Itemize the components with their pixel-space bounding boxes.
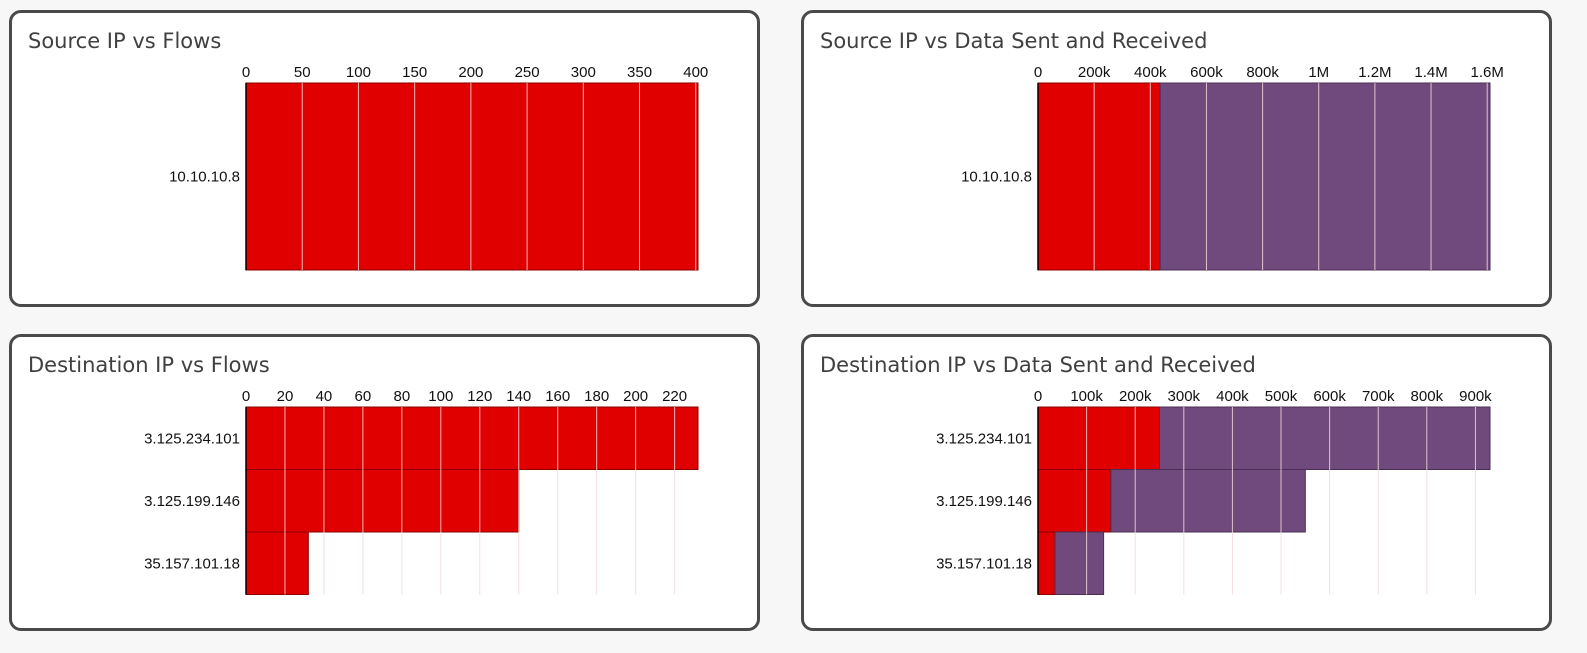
x-tick-label: 800k (1246, 64, 1279, 81)
x-tick-label: 400k (1134, 64, 1167, 81)
bar-sent-0 (245, 406, 699, 470)
x-tick-label: 40 (316, 388, 333, 405)
x-tick-label: 300 (571, 64, 596, 81)
bar-received-0 (1159, 406, 1491, 470)
category-label: 3.125.234.101 (936, 430, 1032, 447)
panel-destination-ip-flows: Destination IP vs Flows 3.125.234.101 3.1… (9, 334, 760, 631)
panel-title: Destination IP vs Data Sent and Received (820, 353, 1256, 377)
x-tick-label: 20 (277, 388, 294, 405)
x-tick-label: 400 (683, 64, 708, 81)
category-label: 10.10.10.8 (169, 169, 240, 186)
panel-title: Destination IP vs Flows (28, 353, 270, 377)
bar-sent-2 (245, 531, 309, 595)
category-label: 35.157.101.18 (936, 555, 1032, 572)
x-tick-label: 200k (1078, 64, 1111, 81)
bar-sent-0 (1037, 82, 1161, 271)
x-tick-label: 600k (1190, 64, 1223, 81)
x-tick-label: 140 (506, 388, 531, 405)
x-tick-label: 250 (515, 64, 540, 81)
panel-destination-ip-data: Destination IP vs Data Sent and Received… (801, 334, 1552, 631)
x-tick-label: 80 (394, 388, 411, 405)
chart-source-ip-data: 10.10.10.8 0 200k 400k 600k 800k 1M 1.2M 1.4M 1.6… (961, 64, 1504, 271)
bar-sent-2 (1037, 531, 1056, 595)
chart-source-ip-flows: 10.10.10.8 0 50 100 150 200 250 300 350 400 (169, 64, 708, 271)
x-tick-label: 1.4M (1414, 64, 1447, 81)
bar-sent-1 (1037, 469, 1112, 533)
x-tick-label: 0 (1034, 388, 1042, 405)
x-tick-label: 50 (294, 64, 311, 81)
x-tick-label: 200 (458, 64, 483, 81)
panel-source-ip-data: Source IP vs Data Sent and Received 10.1… (801, 10, 1552, 307)
x-tick-label: 350 (627, 64, 652, 81)
x-tick-label: 1.6M (1471, 64, 1504, 81)
x-tick-label: 150 (402, 64, 427, 81)
x-tick-label: 60 (355, 388, 372, 405)
panel-title: Source IP vs Data Sent and Received (820, 29, 1208, 53)
x-tick-label: 400k (1216, 388, 1249, 405)
bar-received-0 (1159, 82, 1491, 271)
x-tick-label: 200k (1119, 388, 1152, 405)
x-tick-label: 120 (467, 388, 492, 405)
x-tick-label: 180 (584, 388, 609, 405)
x-tick-label: 800k (1411, 388, 1444, 405)
category-label: 3.125.234.101 (144, 430, 240, 447)
category-label: 35.157.101.18 (144, 555, 240, 572)
x-tick-label: 100k (1070, 388, 1103, 405)
x-tick-label: 200 (623, 388, 648, 405)
x-tick-label: 100 (428, 388, 453, 405)
panel-title: Source IP vs Flows (28, 29, 222, 53)
chart-destination-ip-data: 3.125.234.101 3.125.199.146 35.157.101.18 0… (936, 388, 1492, 595)
category-label: 10.10.10.8 (961, 169, 1032, 186)
x-tick-label: 300k (1168, 388, 1201, 405)
x-tick-label: 160 (545, 388, 570, 405)
x-tick-label: 900k (1459, 388, 1492, 405)
x-tick-label: 100 (346, 64, 371, 81)
x-tick-label: 0 (1034, 64, 1042, 81)
panel-source-ip-flows: Source IP vs Flows 10.10.10.8 0 50 100 150 20… (9, 10, 760, 307)
x-tick-label: 700k (1362, 388, 1395, 405)
chart-destination-ip-flows: 3.125.234.101 3.125.199.146 35.157.101.18 0… (144, 388, 699, 595)
category-label: 3.125.199.146 (144, 493, 240, 510)
x-tick-label: 0 (242, 388, 250, 405)
x-tick-label: 1.2M (1358, 64, 1391, 81)
x-tick-label: 0 (242, 64, 250, 81)
x-tick-label: 220 (662, 388, 687, 405)
x-tick-label: 600k (1313, 388, 1346, 405)
x-tick-label: 500k (1265, 388, 1298, 405)
bar-sent-1 (245, 469, 520, 533)
bar-sent-0 (245, 82, 699, 271)
x-tick-label: 1M (1308, 64, 1329, 81)
category-label: 3.125.199.146 (936, 493, 1032, 510)
bar-received-1 (1110, 469, 1306, 533)
bar-received-2 (1054, 531, 1105, 595)
bar-sent-0 (1037, 406, 1161, 470)
